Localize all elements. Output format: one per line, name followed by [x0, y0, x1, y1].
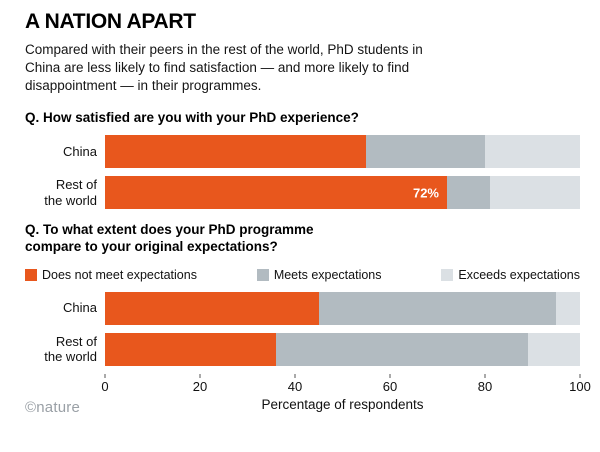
legend-item: Meets expectations	[256, 267, 382, 282]
legend: Does not meet expectations Meets expectat…	[25, 268, 580, 282]
bar-row: China	[25, 135, 580, 169]
bar-row: China	[25, 291, 580, 325]
bar-segment	[556, 291, 580, 325]
bar-segment	[318, 291, 557, 325]
nature-logo: ©nature	[25, 398, 80, 416]
chart-satisfaction-question: Q. How satisfied are you with your PhD e…	[25, 109, 359, 125]
legend-swatch	[256, 268, 269, 281]
bar-segment	[105, 135, 367, 169]
chart-satisfaction: Q. How satisfied are you with your PhD e…	[25, 109, 580, 210]
x-axis-ticks: 0 20 40 60 80 100	[101, 373, 591, 394]
bar-segment: 72%	[105, 176, 447, 210]
bar-row: Rest of the world	[25, 332, 580, 366]
legend-label: Exceeds expectations	[458, 267, 580, 282]
tick-label: 0	[101, 378, 109, 394]
bar-segment	[105, 291, 319, 325]
bar-segment	[366, 135, 485, 169]
tick-mark	[199, 373, 201, 378]
category-label: Rest of the world	[44, 177, 97, 208]
legend-item: Exceeds expectations	[441, 268, 580, 282]
tick-mark	[389, 373, 391, 378]
tick-label: 20	[192, 378, 208, 394]
tick-mark	[484, 373, 486, 378]
legend-label: Meets expectations	[273, 267, 382, 282]
tick-label: 80	[477, 378, 493, 394]
bar-row: Rest of the world 72%	[25, 176, 580, 210]
bar-segment	[527, 332, 580, 366]
x-axis-label: Percentage of respondents	[261, 396, 424, 412]
bar-track: 72%	[105, 176, 580, 210]
bar-track	[105, 135, 580, 169]
legend-swatch	[441, 268, 454, 281]
figure-subtitle: Compared with their peers in the rest of…	[25, 42, 423, 93]
tick-label: 40	[287, 378, 303, 394]
legend-label: Does not meet expectations	[42, 267, 197, 282]
category-label: China	[63, 300, 97, 316]
figure-title: A NATION APART	[25, 10, 196, 33]
bar-value-label: 72%	[412, 185, 439, 201]
figure-footer: ©nature Percentage of respondents	[25, 396, 580, 416]
bar-segment	[105, 332, 276, 366]
bar-segment	[489, 176, 580, 210]
tick-mark	[294, 373, 296, 378]
tick-label: 100	[569, 378, 591, 394]
legend-swatch	[25, 268, 37, 281]
tick-label: 60	[382, 378, 398, 394]
bar-segment	[447, 176, 490, 210]
bar-segment	[276, 332, 528, 366]
bar-track	[105, 291, 580, 325]
bar-track	[105, 332, 580, 366]
bar-segment	[485, 135, 580, 169]
legend-item: Does not meet expectations	[25, 268, 197, 282]
tick-mark	[104, 373, 106, 378]
tick-mark	[579, 373, 581, 378]
chart-expectations-bars: China Rest of the world	[25, 291, 580, 366]
chart-expectations: Q. To what extent does your PhD programm…	[25, 221, 580, 366]
category-label: Rest of the world	[44, 333, 97, 365]
chart-satisfaction-bars: China Rest of the world 72%	[25, 135, 580, 210]
category-label: China	[63, 143, 97, 159]
chart-expectations-question: Q. To what extent does your PhD programm…	[25, 222, 314, 255]
